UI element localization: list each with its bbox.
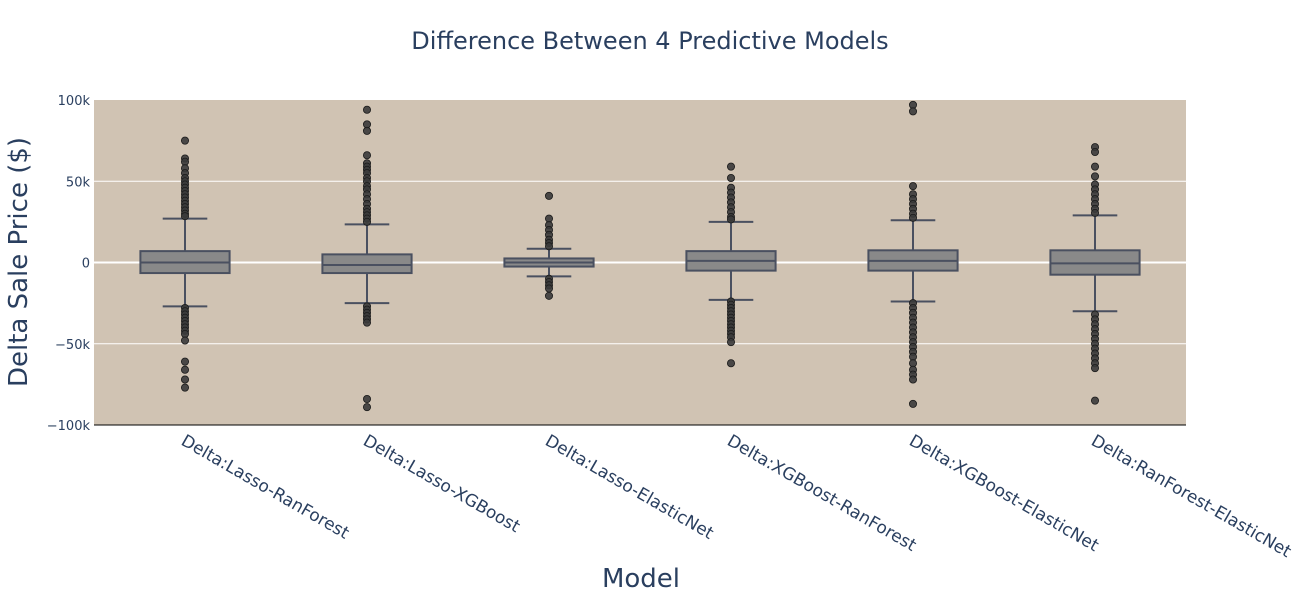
box-group [139, 136, 231, 392]
outlier-point [727, 162, 736, 171]
outlier-point [727, 173, 736, 182]
box-group [685, 162, 777, 368]
outlier-point [180, 212, 189, 221]
outlier-point [362, 318, 371, 327]
x-tick-label: Delta:Lasso-XGBoost [360, 431, 524, 537]
outlier-point [362, 394, 371, 403]
outlier-point [909, 399, 918, 408]
outlier-point [545, 242, 554, 251]
outlier-point [180, 136, 189, 145]
y-tick-label: −100k [47, 419, 91, 434]
outlier-point [180, 383, 189, 392]
x-tick-label: Delta:XGBoost-RanForest [724, 431, 920, 556]
outlier-point [362, 217, 371, 226]
outlier-point [180, 375, 189, 384]
outlier-point [909, 182, 918, 191]
outlier-point [545, 284, 554, 293]
outlier-point [362, 403, 371, 412]
x-tick-label: Delta:Lasso-ElasticNet [542, 431, 718, 544]
box-group [1049, 143, 1141, 405]
x-tick-label: Delta:RanForest-ElasticNet [1088, 431, 1295, 562]
y-tick-label: 0 [82, 257, 90, 272]
outlier-point [545, 291, 554, 300]
grid-lines [94, 180, 1186, 426]
outlier-point [362, 105, 371, 114]
box-group [867, 100, 959, 408]
outlier-point [180, 336, 189, 345]
outlier-point [1091, 208, 1100, 217]
box-group [321, 105, 413, 412]
x-axis-ticks: Delta:Lasso-RanForest Delta:Lasso-XGBoost… [178, 431, 1295, 562]
y-tick-label: −50k [55, 338, 90, 353]
outlier-point [909, 213, 918, 222]
y-axis-ticks: 100k 50k 0 −50k −100k [47, 94, 91, 434]
outlier-point [362, 151, 371, 160]
outlier-point [909, 107, 918, 116]
x-tick-label: Delta:XGBoost-ElasticNet [906, 431, 1103, 556]
outlier-point [180, 365, 189, 374]
outlier-point [362, 126, 371, 135]
outlier-point [1091, 172, 1100, 181]
outlier-point [1091, 364, 1100, 373]
x-tick-label: Delta:Lasso-RanForest [178, 431, 353, 544]
outlier-point [1091, 396, 1100, 405]
outlier-point [909, 375, 918, 384]
outlier-point [180, 357, 189, 366]
outlier-point [1091, 147, 1100, 156]
y-tick-label: 50k [66, 175, 91, 190]
y-axis-title: Delta Sale Price ($) [4, 137, 34, 387]
iqr-box [321, 253, 413, 275]
chart-title: Difference Between 4 Predictive Models [411, 27, 888, 55]
outlier-point [727, 359, 736, 368]
outlier-point [545, 191, 554, 200]
outlier-point [727, 215, 736, 224]
outlier-point [727, 338, 736, 347]
box-series [139, 100, 1141, 412]
x-axis-title: Model [602, 564, 680, 594]
box-group [503, 191, 595, 300]
outlier-point [1091, 162, 1100, 171]
y-tick-label: 100k [58, 94, 91, 109]
